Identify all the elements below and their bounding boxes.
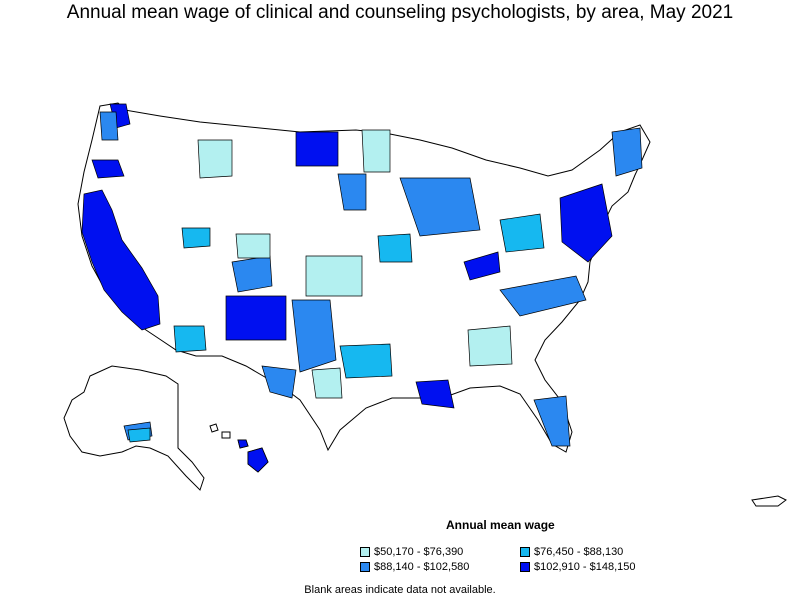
legend-item-tier4: $102,910 - $148,150	[520, 561, 636, 573]
puerto-rico-outline	[751, 495, 787, 507]
area-kentucky	[463, 251, 501, 281]
area-new-england	[611, 127, 643, 177]
legend-label-tier4: $102,910 - $148,150	[534, 561, 636, 573]
legend-label-tier1: $50,170 - $76,390	[374, 546, 464, 558]
legend-label-tier3: $88,140 - $102,580	[374, 561, 470, 573]
area-idaho-montana	[197, 139, 233, 179]
area-colorado	[231, 255, 273, 293]
area-south-central	[467, 325, 513, 367]
area-great-lakes	[399, 177, 481, 237]
area-florida	[533, 395, 571, 447]
area-oregon-west	[91, 159, 125, 179]
area-carolinas	[499, 275, 587, 317]
area-louisiana	[415, 379, 455, 409]
area-texas-south	[261, 365, 297, 399]
map-title: Annual mean wage of clinical and counsel…	[66, 2, 734, 23]
legend-swatch-tier2	[520, 547, 530, 557]
hawaii-island-kauai	[209, 423, 219, 433]
legend-swatch-tier3	[360, 562, 370, 572]
area-north-dakota	[295, 131, 339, 167]
area-washington-east	[99, 111, 119, 141]
contiguous-us-outline	[77, 102, 651, 453]
area-california-coast	[81, 189, 161, 331]
area-minnesota	[337, 173, 367, 211]
legend-item-tier2: $76,450 - $88,130	[520, 546, 623, 558]
area-hawaii-big	[247, 447, 269, 473]
legend-item-tier1: $50,170 - $76,390	[360, 546, 463, 558]
area-arizona-south	[173, 325, 207, 353]
area-northeast-corridor	[559, 183, 613, 263]
area-texas-west	[291, 299, 337, 373]
data-availability-note: Blank areas indicate data not available.	[304, 584, 496, 596]
area-new-mexico	[225, 295, 287, 341]
area-kansas	[305, 255, 363, 297]
area-nebraska	[235, 233, 271, 259]
legend-title: Annual mean wage	[446, 518, 555, 532]
legend-label-tier2: $76,450 - $88,130	[534, 546, 624, 558]
area-texas-north	[311, 367, 343, 399]
area-hawaii-maui	[237, 439, 249, 449]
area-wisconsin-north	[361, 129, 391, 173]
legend-swatch-tier1	[360, 547, 370, 557]
area-texas-east	[339, 343, 393, 379]
area-missouri	[377, 233, 413, 263]
area-alaska-west	[127, 427, 151, 443]
legend-item-tier3: $88,140 - $102,580	[360, 561, 469, 573]
hawaii-island-oahu	[221, 431, 231, 439]
legend-swatch-tier4	[520, 562, 530, 572]
area-ohio-valley	[499, 213, 545, 253]
area-montana-west	[181, 227, 211, 249]
